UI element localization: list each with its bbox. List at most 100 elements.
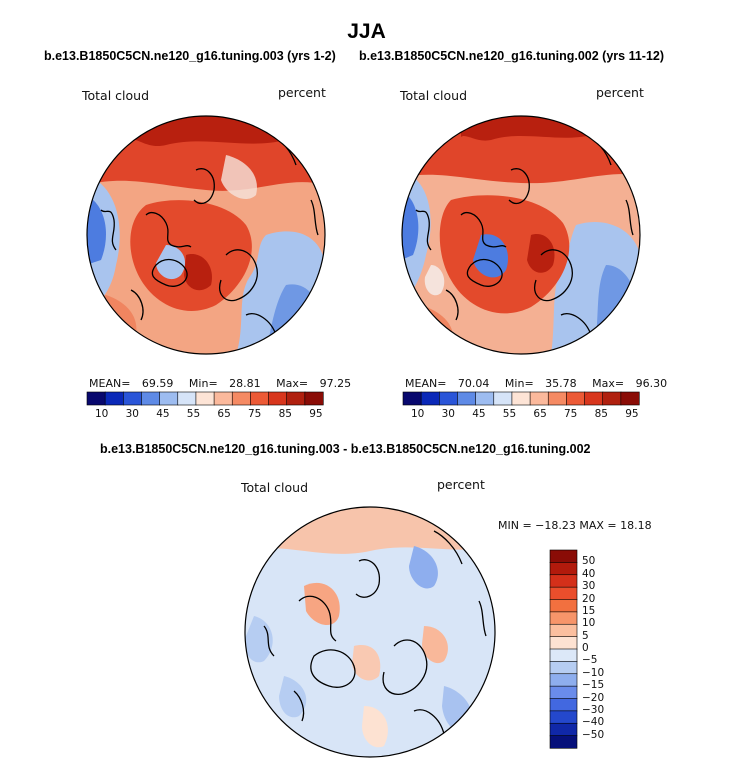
panel2-colorbar-cell — [457, 391, 477, 406]
panel2-max-label: Max= — [592, 377, 625, 390]
panel2-colorbar-cell — [475, 391, 495, 406]
panel1-colorbar-cell — [159, 391, 179, 406]
panel1-max-value: 97.25 — [319, 377, 352, 390]
difference-polar-map — [244, 506, 496, 758]
panel2-colorbar-cell — [529, 391, 549, 406]
difference-colorbar-cell — [549, 698, 578, 712]
difference-colorbar-tick-label: 5 — [582, 629, 589, 642]
panel1-colorbar-cell — [213, 391, 233, 406]
panel1-colorbar-tick-label: 65 — [217, 408, 231, 420]
difference-colorbar-cell — [549, 673, 578, 687]
panel1-colorbar — [86, 391, 324, 406]
difference-colorbar-tick-label: 15 — [582, 604, 596, 617]
difference-colorbar-cell — [549, 586, 578, 601]
main-title: JJA — [347, 20, 386, 43]
panel2-colorbar-tick-label: 85 — [594, 408, 608, 420]
panel2-colorbar-cell — [420, 391, 440, 406]
panel1-colorbar-cell — [123, 391, 143, 406]
panel2-colorbar-cell — [493, 391, 513, 406]
difference-colorbar-cell — [549, 722, 578, 737]
difference-colorbar-tick-label: 50 — [582, 555, 596, 568]
panel2-mean-value: 70.04 — [457, 377, 490, 390]
difference-colorbar-tick-label: −40 — [582, 716, 605, 729]
panel1-min-value: 28.81 — [229, 377, 261, 390]
difference-colorbar-cell — [549, 710, 578, 724]
panel1-colorbar-cell — [304, 391, 324, 406]
panel1-colorbar-tick-label: 95 — [309, 408, 323, 420]
difference-colorbar-tick-label: −5 — [582, 654, 598, 667]
difference-colorbar-cell — [549, 735, 578, 749]
panel2-colorbar-tick-label: 30 — [441, 408, 455, 420]
difference-colorbar-tick-label: 40 — [582, 567, 596, 580]
panel1-colorbar-tick-label: 30 — [125, 408, 139, 420]
panel2-mean-label: MEAN= — [405, 377, 447, 390]
difference-colorbar-cell — [549, 562, 578, 576]
difference-colorbar-tick-label: −30 — [582, 703, 605, 716]
panel1-case-title: b.e13.B1850C5CN.ne120_g16.tuning.003 (yr… — [44, 49, 336, 63]
difference-colorbar-cell — [549, 636, 578, 650]
difference-colorbar-cell — [549, 623, 578, 638]
panel1-colorbar-cell — [177, 391, 197, 406]
panel1-colorbar-cell — [286, 391, 306, 406]
panel2-colorbar-cell — [547, 391, 567, 406]
panel2-colorbar-cell — [602, 391, 622, 406]
difference-colorbar-cell — [549, 599, 578, 613]
panel2-max-value: 96.30 — [635, 377, 668, 390]
panel1-mean-label: MEAN= — [89, 377, 131, 390]
panel1-variable-label: Total cloud — [82, 88, 150, 103]
panel2-colorbar-cell — [584, 391, 604, 406]
panel2-colorbar-cell — [511, 391, 531, 406]
difference-colorbar-tick-label: −15 — [582, 679, 605, 692]
panel1-colorbar-cell — [104, 391, 124, 406]
panel1-colorbar-cell — [250, 391, 270, 406]
panel1-colorbar-cell — [195, 391, 215, 406]
difference-colorbar-cell — [549, 574, 578, 588]
panel2-colorbar-tick-label: 65 — [533, 408, 547, 420]
panel1-colorbar-cell — [268, 391, 288, 406]
panel1-colorbar-cell — [86, 391, 106, 406]
difference-colorbar-tick-label: −20 — [582, 691, 605, 704]
difference-colorbar-tick-label: 10 — [582, 617, 596, 630]
panel2-colorbar-cell — [439, 391, 459, 406]
panel2-colorbar-tick-label: 75 — [564, 408, 578, 420]
panel1-colorbar-tick-label: 45 — [156, 408, 170, 420]
panel1-mean-value: 69.59 — [141, 377, 174, 390]
panel2-colorbar-tick-label: 45 — [472, 408, 486, 420]
difference-colorbar-tick-label: 0 — [582, 642, 589, 654]
panel2-stats: MEAN= 70.04 Min= 35.78 Max= 96.30 — [405, 377, 667, 390]
panel2-units-label: percent — [596, 85, 644, 100]
difference-colorbar-cell — [549, 549, 578, 563]
panel2-polar-map — [401, 115, 641, 355]
panel2-colorbar-cell — [620, 391, 640, 406]
panel1-units-label: percent — [278, 85, 326, 100]
difference-colorbar — [549, 549, 578, 749]
panel1-colorbar-tick-label: 75 — [248, 408, 262, 420]
difference-colorbar-tick-label: 20 — [582, 592, 596, 605]
difference-variable-label: Total cloud — [241, 480, 309, 495]
panel1-max-label: Max= — [276, 377, 309, 390]
difference-colorbar-cell — [549, 685, 578, 700]
panel1-stats: MEAN= 69.59 Min= 28.81 Max= 97.25 — [89, 377, 351, 390]
panel1-min-label: Min= — [188, 377, 218, 390]
panel1-colorbar-cell — [141, 391, 161, 406]
difference-title: b.e13.B1850C5CN.ne120_g16.tuning.003 - b… — [100, 442, 591, 456]
difference-colorbar-tick-label: −50 — [582, 728, 605, 741]
panel2-min-value: 35.78 — [545, 377, 577, 390]
panel2-colorbar — [402, 391, 640, 406]
panel2-variable-label: Total cloud — [400, 88, 468, 103]
difference-units-label: percent — [437, 477, 485, 492]
panel2-colorbar-tick-label: 55 — [502, 408, 517, 420]
panel2-colorbar-tick-label: 95 — [625, 408, 639, 420]
panel1-colorbar-tick-label: 10 — [95, 408, 109, 420]
panel1-colorbar-cell — [231, 391, 251, 406]
panel1-polar-map — [86, 115, 326, 355]
difference-colorbar-cell — [549, 661, 578, 675]
panel1-colorbar-tick-label: 85 — [278, 408, 292, 420]
panel2-min-label: Min= — [504, 377, 534, 390]
difference-colorbar-tick-label: 30 — [582, 580, 596, 593]
panel2-colorbar-cell — [402, 391, 422, 406]
difference-min-max: MIN = −18.23 MAX = 18.18 — [498, 519, 652, 532]
difference-colorbar-cell — [549, 648, 578, 662]
panel1-colorbar-tick-label: 55 — [186, 408, 201, 420]
panel2-colorbar-tick-label: 10 — [411, 408, 425, 420]
